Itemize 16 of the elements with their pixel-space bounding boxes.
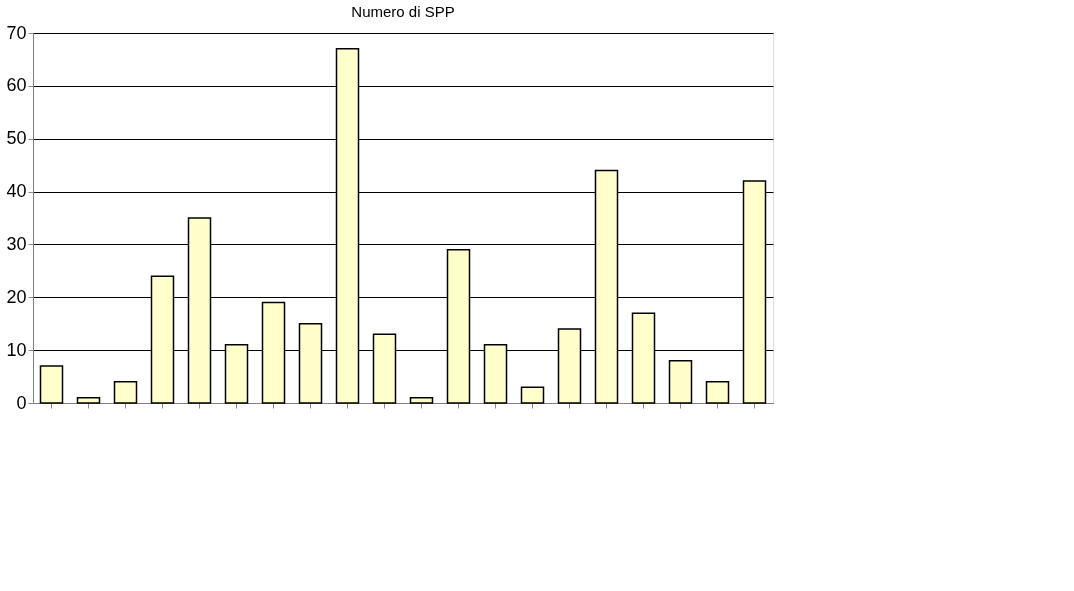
y-tick-label: 40	[6, 181, 27, 202]
y-tick-label: 20	[6, 286, 27, 307]
bar	[520, 386, 545, 404]
bar	[76, 396, 101, 404]
bar	[705, 381, 730, 404]
bar	[39, 365, 64, 404]
y-tick-label: 60	[6, 75, 27, 96]
bar	[409, 396, 434, 404]
y-tick-label: 0	[16, 392, 27, 413]
y-tick-label: 70	[6, 22, 27, 43]
y-tick-label: 10	[6, 339, 27, 360]
y-tick-label: 50	[6, 128, 27, 149]
chart-title: Numero di SPP	[351, 3, 455, 20]
bar	[113, 381, 138, 404]
bar	[668, 359, 693, 404]
y-tick-label: 30	[6, 233, 27, 254]
